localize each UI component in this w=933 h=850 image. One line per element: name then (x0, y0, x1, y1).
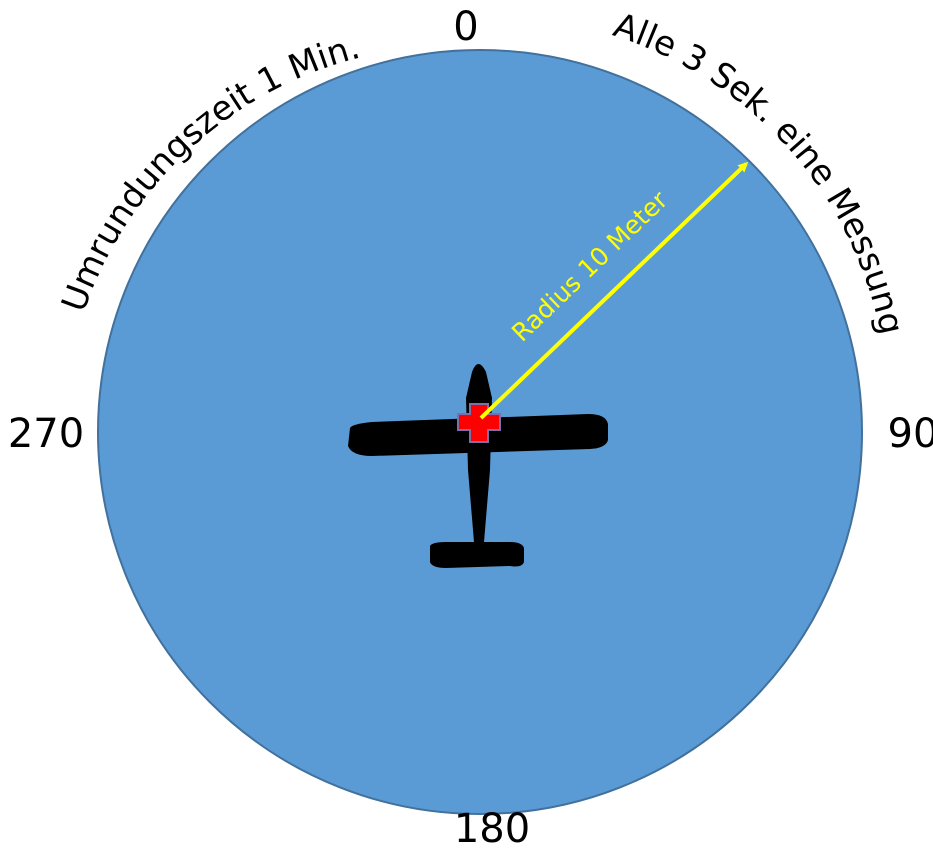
compass-label-west: 270 (8, 411, 84, 457)
compass-label-north: 0 (453, 4, 478, 50)
radius-arrow (479, 161, 749, 420)
compass-label-south: 180 (454, 806, 530, 845)
compass-label-east: 90 (888, 411, 933, 457)
